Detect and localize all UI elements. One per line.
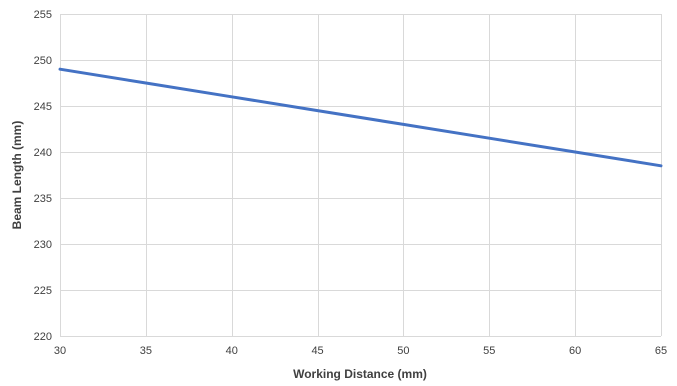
x-tick-label: 40 [226, 345, 238, 357]
y-tick-label: 245 [34, 101, 52, 113]
x-tick-label: 60 [569, 345, 581, 357]
y-tick-label: 225 [34, 285, 52, 297]
y-axis-tick-labels: 220 225 230 235 240 245 250 255 [34, 9, 52, 343]
x-tick-label: 45 [311, 345, 323, 357]
x-axis-title: Working Distance (mm) [293, 367, 427, 381]
series-layer [58, 67, 663, 168]
series-line [58, 67, 663, 168]
x-tick-label: 35 [140, 345, 152, 357]
y-tick-label: 230 [34, 239, 52, 251]
x-tick-label: 65 [655, 345, 667, 357]
y-axis-title: Beam Length (mm) [10, 121, 24, 230]
x-tick-label: 50 [397, 345, 409, 357]
x-axis-tick-labels: 30 35 40 45 50 55 60 65 [54, 345, 667, 357]
y-tick-label: 250 [34, 55, 52, 67]
y-tick-label: 220 [34, 331, 52, 343]
y-tick-label: 240 [34, 147, 52, 159]
y-tick-label: 255 [34, 9, 52, 21]
grid [60, 14, 662, 337]
y-tick-label: 235 [34, 193, 52, 205]
x-tick-label: 30 [54, 345, 66, 357]
x-tick-label: 55 [483, 345, 495, 357]
